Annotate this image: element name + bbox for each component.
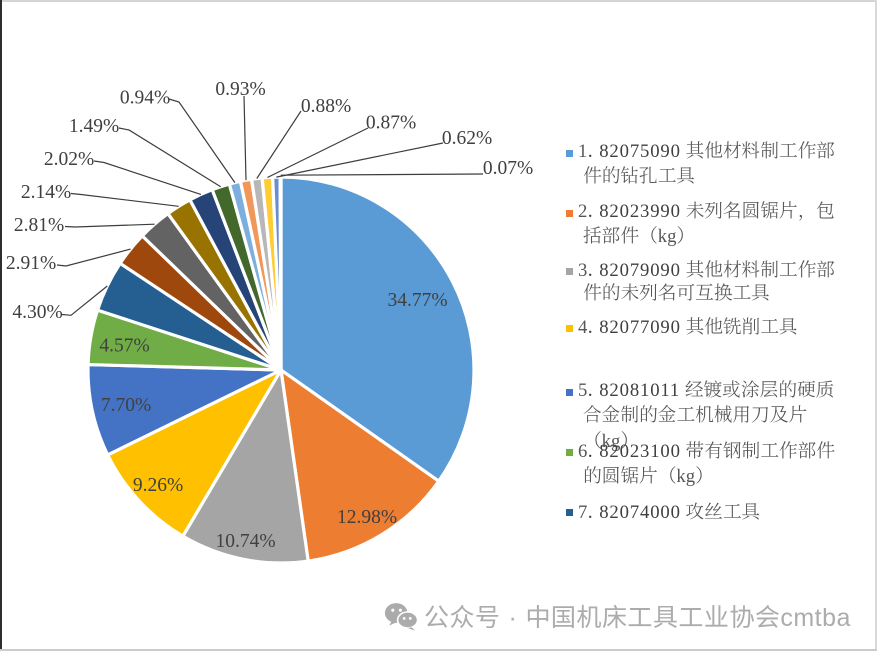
svg-text:34.77%: 34.77% (387, 290, 447, 311)
svg-text:1.49%: 1.49% (69, 116, 119, 137)
svg-text:4.57%: 4.57% (99, 335, 149, 356)
svg-text:0.62%: 0.62% (442, 128, 492, 149)
svg-text:4.30%: 4.30% (12, 302, 62, 323)
svg-text:2.91%: 2.91% (6, 253, 56, 274)
svg-text:7.70%: 7.70% (101, 395, 151, 416)
svg-text:0.94%: 0.94% (120, 87, 170, 108)
svg-text:2.81%: 2.81% (14, 215, 64, 236)
svg-text:9.26%: 9.26% (133, 475, 183, 496)
svg-text:0.07%: 0.07% (483, 158, 533, 179)
svg-text:2.14%: 2.14% (21, 182, 71, 203)
svg-text:0.93%: 0.93% (215, 79, 265, 100)
svg-text:10.74%: 10.74% (215, 531, 275, 552)
svg-text:0.87%: 0.87% (366, 112, 416, 133)
svg-text:0.88%: 0.88% (301, 96, 351, 117)
svg-text:12.98%: 12.98% (337, 507, 397, 528)
svg-text:2.02%: 2.02% (44, 149, 94, 170)
